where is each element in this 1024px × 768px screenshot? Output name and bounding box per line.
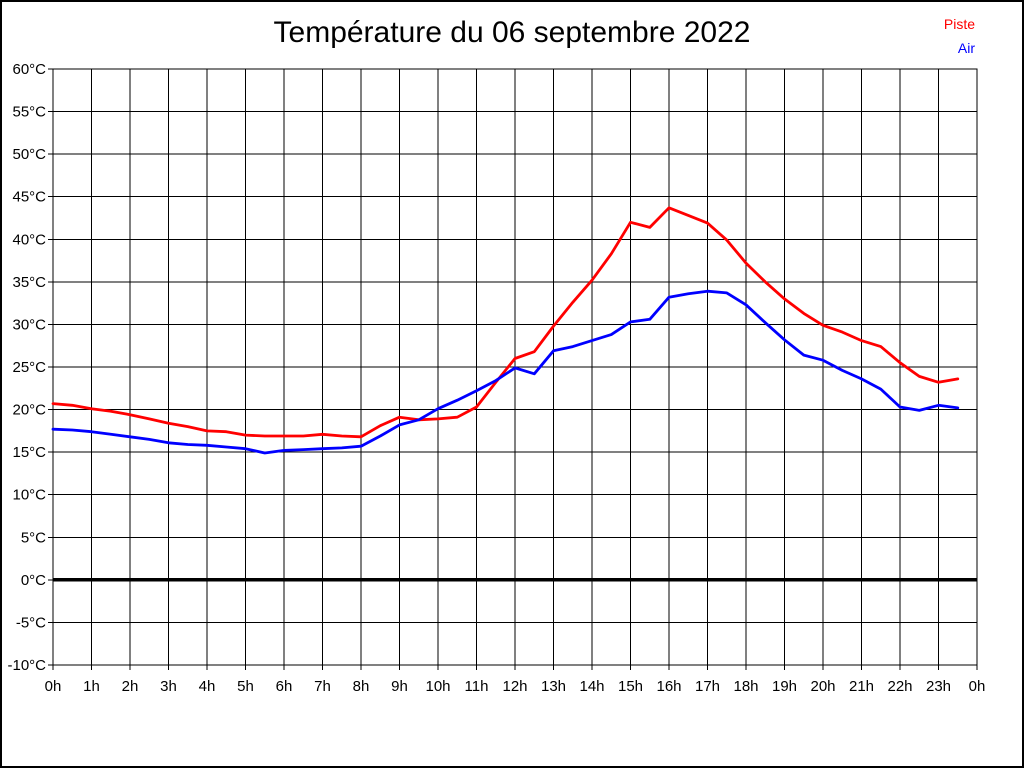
x-tick-label: 15h bbox=[618, 678, 643, 695]
series-piste-line bbox=[51, 206, 960, 439]
x-tick-label: 22h bbox=[887, 678, 912, 695]
series-air-line bbox=[51, 289, 960, 455]
x-tick-label: 0h bbox=[45, 678, 62, 695]
y-tick-label: -5°C bbox=[16, 614, 46, 631]
y-tick-label: 50°C bbox=[12, 146, 46, 163]
y-tick-label: 25°C bbox=[12, 359, 46, 376]
x-tick-label: 11h bbox=[465, 678, 489, 695]
y-tick-label: 20°C bbox=[12, 402, 46, 419]
y-tick-label: 55°C bbox=[12, 104, 46, 121]
y-tick-label: 35°C bbox=[12, 274, 46, 291]
x-tick-label: 7h bbox=[314, 678, 331, 695]
x-tick-label: 1h bbox=[83, 678, 100, 695]
x-tick-label: 21h bbox=[849, 678, 874, 695]
x-tick-label: 19h bbox=[772, 678, 797, 695]
x-tick-label: 18h bbox=[733, 678, 758, 695]
x-tick-label: 16h bbox=[656, 678, 681, 695]
y-tick-label: 30°C bbox=[12, 316, 46, 333]
x-tick-label: 17h bbox=[695, 678, 720, 695]
gridlines bbox=[48, 68, 978, 670]
x-tick-label: 13h bbox=[541, 678, 566, 695]
legend-item-air: Air bbox=[957, 40, 975, 56]
x-tick-label: 2h bbox=[122, 678, 139, 695]
y-tick-label: 60°C bbox=[12, 61, 46, 78]
x-tick-label: 4h bbox=[199, 678, 216, 695]
x-tick-labels: 0h 1h 2h 3h 4h 5h 6h 7h 8h 9h 10h 11h 12h 13h 14h 15h 16… bbox=[45, 678, 986, 695]
y-tick-label: -10°C bbox=[7, 657, 46, 674]
legend-item-piste: Piste bbox=[943, 16, 975, 32]
y-tick-label: 0°C bbox=[21, 572, 46, 589]
x-tick-label: 23h bbox=[926, 678, 951, 695]
x-tick-label: 3h bbox=[160, 678, 177, 695]
y-tick-label: 15°C bbox=[12, 444, 46, 461]
x-tick-label: 14h bbox=[579, 678, 604, 695]
x-tick-label: 12h bbox=[502, 678, 527, 695]
chart-title: Température du 06 septembre 2022 bbox=[273, 16, 751, 49]
x-tick-label: 8h bbox=[353, 678, 370, 695]
y-tick-label: 5°C bbox=[21, 529, 46, 546]
x-tick-label: 5h bbox=[237, 678, 254, 695]
x-tick-label: 0h bbox=[969, 678, 986, 695]
y-tick-label: 10°C bbox=[12, 487, 46, 504]
chart-legend: Piste Air bbox=[944, 12, 975, 60]
x-tick-label: 10h bbox=[425, 678, 450, 695]
plot-frame bbox=[52, 68, 978, 666]
x-tick-label: 9h bbox=[391, 678, 408, 695]
y-tick-label: 45°C bbox=[12, 189, 46, 206]
x-tick-label: 20h bbox=[810, 678, 835, 695]
y-tick-labels: 60°C 55°C 50°C 45°C 40°C 35°C 30°C 25°C 20°C 15°C… bbox=[7, 61, 46, 674]
x-tick-label: 6h bbox=[276, 678, 293, 695]
y-tick-label: 40°C bbox=[12, 231, 46, 248]
